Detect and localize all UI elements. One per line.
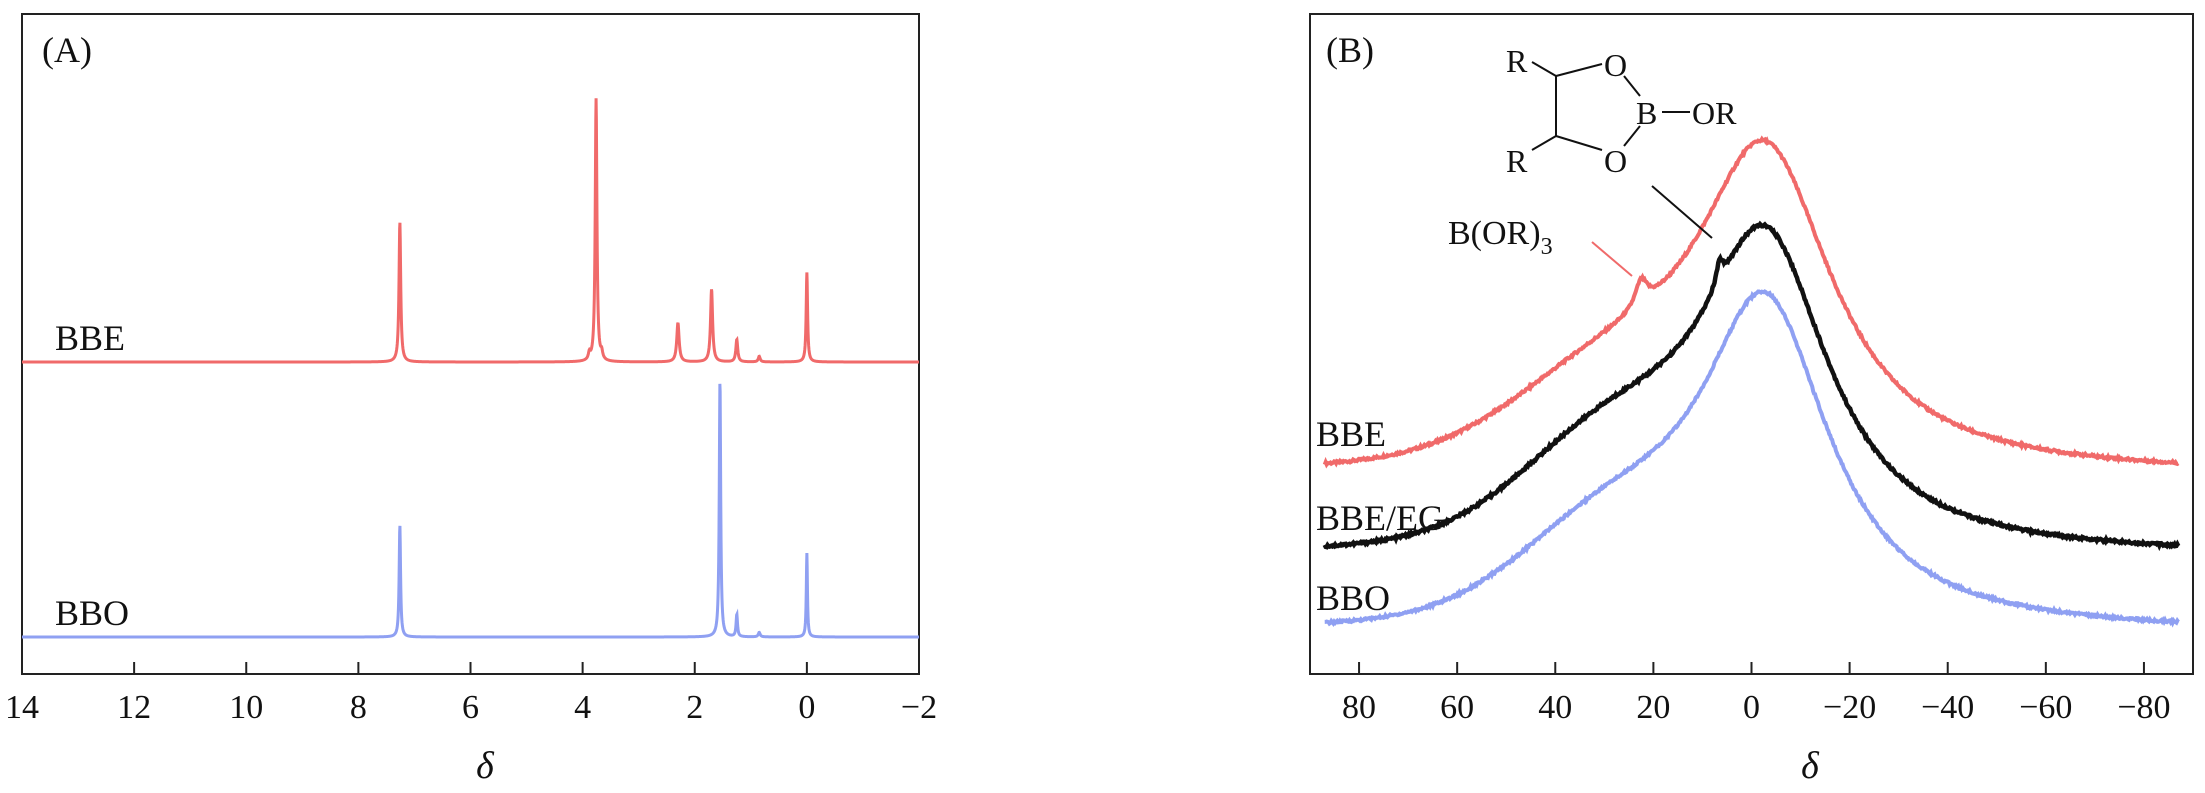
mol-bond-o1-b: [1623, 75, 1641, 97]
annotation-borate-main: B(OR): [1448, 215, 1541, 252]
panel-b-x-axis-title: δ: [1801, 745, 1820, 787]
panel-a-x-ticks: 14 12 10 8 6 4 2 0 −2: [5, 662, 937, 726]
x-tick-label: −80: [2117, 689, 2170, 726]
panel-b-label: (B): [1326, 30, 1374, 70]
mol-bond-r1-c1: [1531, 61, 1557, 77]
x-tick-label: 2: [686, 689, 703, 726]
annotation-dioxaborolane-leader: [1651, 185, 1713, 239]
panel-b-x-ticks: 80 60 40 20 0 −20 −40 −60 −80: [1342, 662, 2171, 726]
series-line-bbe-eg: [1322, 220, 2181, 552]
series-label-bbe: BBE: [55, 318, 125, 358]
series-label-bbo: BBO: [55, 593, 129, 633]
x-tick-label: 10: [229, 689, 263, 726]
mol-bond-c2-r2: [1531, 135, 1557, 151]
x-tick-label: −20: [1823, 689, 1876, 726]
panel-b-frame: [1309, 13, 2194, 675]
x-tick-label: −60: [2019, 689, 2072, 726]
panel-b: 80 60 40 20 0 −20 −40 −60 −80 BBE BBE/EG BBO (B) δ…: [1309, 13, 2194, 787]
series-line-bbo: [22, 383, 919, 639]
x-tick-label: 12: [117, 689, 151, 726]
x-tick-label: 6: [462, 689, 479, 726]
mol-r-bottom: R: [1506, 143, 1528, 179]
x-tick-label: 40: [1538, 689, 1572, 726]
mol-b: B: [1636, 95, 1657, 131]
mol-r-top: R: [1506, 43, 1528, 79]
x-tick-label: 60: [1440, 689, 1474, 726]
series-line-bbo: [1324, 289, 2180, 628]
mol-or: OR: [1692, 95, 1737, 131]
x-tick-label: 14: [5, 689, 39, 726]
x-tick-label: 0: [798, 689, 815, 726]
mol-bond-c1-o1: [1555, 63, 1603, 77]
series-line-bbe: [1322, 135, 2180, 469]
panel-a-frame: [21, 13, 920, 675]
x-tick-label: 4: [574, 689, 591, 726]
panel-a-series-labels: BBE BBO: [55, 318, 129, 633]
annotation-borate: B(OR)3: [1448, 215, 1633, 277]
annotation-borate-leader: [1591, 241, 1633, 277]
x-tick-label: 20: [1636, 689, 1670, 726]
panel-b-series: [1322, 135, 2181, 628]
mol-bond-o2-b: [1623, 125, 1641, 147]
x-tick-label: −40: [1921, 689, 1974, 726]
series-label-bbo: BBO: [1316, 578, 1390, 618]
mol-o-top: O: [1604, 47, 1627, 83]
annotation-borate-subscript: 3: [1541, 234, 1553, 260]
series-line-bbe: [22, 98, 919, 364]
panel-a-label: (A): [42, 30, 92, 70]
panel-a: 14 12 10 8 6 4 2 0 −2 BBE BBO (A) δ: [5, 13, 937, 787]
annotation-dioxaborolane: R O B OR R O: [1506, 43, 1737, 239]
panel-a-series: [22, 98, 919, 639]
x-tick-label: 0: [1743, 689, 1760, 726]
annotation-borate-text: B(OR)3: [1448, 215, 1553, 260]
series-label-bbe-eg: BBE/EG: [1316, 498, 1444, 538]
panel-a-x-axis-title: δ: [476, 745, 495, 787]
x-tick-label: 8: [350, 689, 367, 726]
panel-b-series-labels: BBE BBE/EG BBO: [1316, 414, 1444, 618]
x-tick-label: 80: [1342, 689, 1376, 726]
mol-o-bottom: O: [1604, 143, 1627, 179]
mol-bond-c2-o2: [1555, 135, 1603, 151]
series-label-bbe: BBE: [1316, 414, 1386, 454]
x-tick-label: −2: [901, 689, 937, 726]
